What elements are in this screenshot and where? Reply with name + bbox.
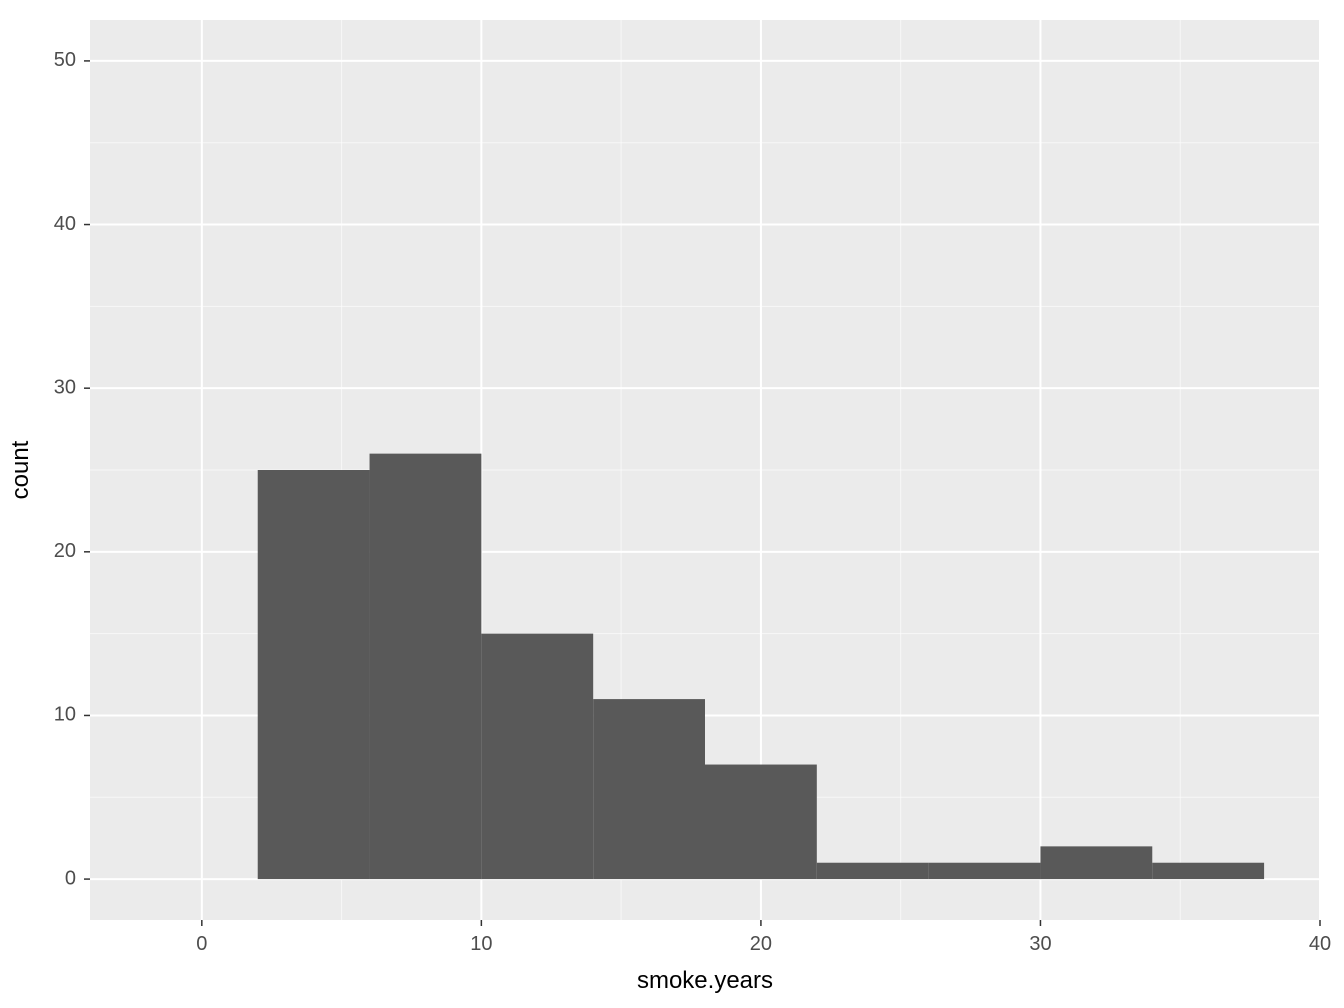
- y-tick-label: 30: [54, 376, 76, 398]
- y-tick-label: 20: [54, 540, 76, 562]
- y-tick-label: 50: [54, 49, 76, 71]
- histogram-bar: [817, 863, 929, 879]
- histogram-bar: [929, 863, 1041, 879]
- y-tick-label: 0: [65, 867, 76, 889]
- histogram-bar: [481, 634, 593, 879]
- x-tick-label: 40: [1309, 933, 1331, 955]
- x-axis-title: smoke.years: [637, 967, 773, 994]
- y-tick-label: 40: [54, 213, 76, 235]
- x-tick-label: 30: [1029, 933, 1051, 955]
- x-tick-label: 10: [470, 933, 492, 955]
- histogram-bar: [258, 470, 370, 879]
- histogram-bar: [1040, 846, 1152, 879]
- x-tick-label: 0: [196, 933, 207, 955]
- histogram-bar: [370, 454, 482, 879]
- histogram-chart: 0 10 20 30 40 0 10 20 30 40 50 smoke.years count: [0, 0, 1344, 1008]
- chart-svg: 0 10 20 30 40 0 10 20 30 40 50 smoke.years count: [0, 0, 1344, 1008]
- y-tick-label: 10: [54, 704, 76, 726]
- y-axis-title: count: [7, 440, 34, 499]
- x-tick-label: 20: [750, 933, 772, 955]
- histogram-bar: [593, 699, 705, 879]
- histogram-bar: [1152, 863, 1264, 879]
- histogram-bar: [705, 765, 817, 880]
